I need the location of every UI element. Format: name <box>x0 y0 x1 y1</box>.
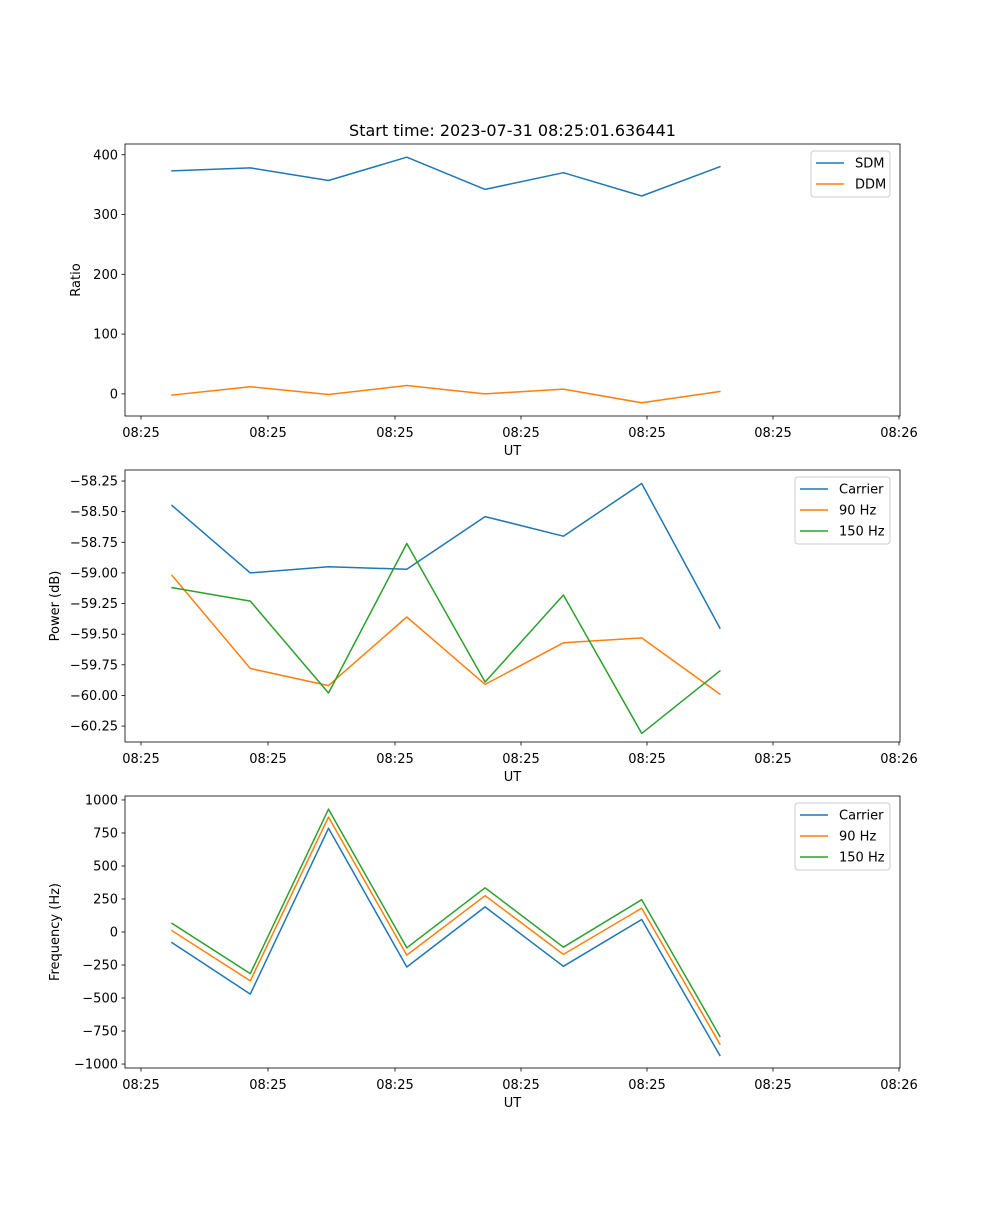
x-axis-label: UT <box>504 770 522 785</box>
legend-entry: 150 Hz <box>839 525 885 540</box>
y-tick-label: −60.00 <box>70 689 118 704</box>
x-tick-label: 08:25 <box>376 426 413 441</box>
y-tick-label: −58.50 <box>70 505 118 520</box>
x-tick-label: 08:26 <box>880 426 917 441</box>
series-line-90-hz <box>170 574 721 696</box>
y-tick-label: −60.25 <box>70 720 118 735</box>
y-tick-label: 300 <box>93 208 118 223</box>
series-line-150-hz <box>171 542 721 735</box>
x-tick-label: 08:25 <box>502 752 539 767</box>
series-line-sdm <box>171 156 721 197</box>
y-tick-label: 0 <box>110 387 118 402</box>
y-tick-label: −58.75 <box>70 536 118 551</box>
x-tick-label: 08:25 <box>502 1078 539 1093</box>
y-tick-label: −500 <box>82 992 118 1007</box>
x-tick-label: 08:25 <box>502 426 539 441</box>
y-tick-label: −58.25 <box>70 475 118 490</box>
y-tick-label: 250 <box>93 892 118 907</box>
x-tick-label: 08:25 <box>249 426 286 441</box>
series-line-90-hz <box>170 816 721 1046</box>
plot-frame <box>124 469 901 743</box>
series-line-carrier <box>170 482 721 630</box>
y-tick-label: −1000 <box>74 1058 118 1073</box>
chart-title: Start time: 2023-07-31 08:25:01.636441 <box>349 121 676 140</box>
y-tick-label: −750 <box>82 1025 118 1040</box>
y-axis-label: Ratio <box>69 263 84 296</box>
y-tick-label: −59.00 <box>70 566 118 581</box>
legend-entry: 90 Hz <box>839 830 876 845</box>
legend-entry: 150 Hz <box>839 851 885 866</box>
x-axis-label: UT <box>504 1096 522 1111</box>
y-tick-label: 400 <box>93 148 118 163</box>
y-tick-label: 200 <box>93 268 118 283</box>
chart-panel-3: −1000 −750 −500 −250 0 250 500 750 1000 08:25 08:2… <box>48 793 918 1111</box>
x-tick-label: 08:25 <box>628 752 665 767</box>
series-line-ddm <box>171 384 721 404</box>
x-tick-label: 08:25 <box>249 1078 286 1093</box>
x-tick-label: 08:25 <box>754 1078 791 1093</box>
chart-panel-2: −60.25 −60.00 −59.75 −59.50 −59.25 −59.00 −58.… <box>48 469 918 785</box>
x-tick-label: 08:25 <box>376 752 413 767</box>
y-tick-label: −59.25 <box>70 597 118 612</box>
y-tick-label: 1000 <box>85 793 118 808</box>
x-tick-label: 08:25 <box>628 1078 665 1093</box>
legend-entry: Carrier <box>839 809 884 824</box>
y-tick-label: 100 <box>93 328 118 343</box>
y-axis-label: Frequency (Hz) <box>48 883 63 981</box>
y-tick-label: 0 <box>110 926 118 941</box>
x-tick-label: 08:25 <box>122 426 159 441</box>
y-tick-label: −250 <box>82 959 118 974</box>
x-tick-label: 08:25 <box>754 752 791 767</box>
legend-box <box>794 476 891 545</box>
x-axis-label: UT <box>504 444 522 459</box>
legend: SDM DDM <box>810 150 891 198</box>
x-tick-label: 08:25 <box>122 1078 159 1093</box>
x-tick-label: 08:26 <box>880 752 917 767</box>
y-axis-label: Power (dB) <box>48 571 63 642</box>
y-tick-label: 750 <box>93 826 118 841</box>
chart-panel-1: 0 100 200 300 400 08:25 08:25 08:25 08:25 08:25 08… <box>69 143 918 459</box>
legend-entry: DDM <box>855 178 886 193</box>
y-tick-label: −59.50 <box>70 628 118 643</box>
series-line-150-hz <box>170 808 721 1038</box>
x-tick-label: 08:26 <box>880 1078 917 1093</box>
x-tick-label: 08:25 <box>376 1078 413 1093</box>
series-line-carrier <box>170 827 721 1057</box>
x-tick-label: 08:25 <box>628 426 665 441</box>
legend-box <box>794 802 891 871</box>
legend-entry: 90 Hz <box>839 504 876 519</box>
legend-entry: SDM <box>855 157 884 172</box>
plot-frame <box>124 143 901 417</box>
x-tick-label: 08:25 <box>754 426 791 441</box>
legend-entry: Carrier <box>839 483 884 498</box>
x-tick-label: 08:25 <box>249 752 286 767</box>
legend: Carrier 90 Hz 150 Hz <box>794 802 891 871</box>
x-tick-label: 08:25 <box>122 752 159 767</box>
plot-frame <box>124 795 901 1069</box>
y-tick-label: −59.75 <box>70 658 118 673</box>
legend: Carrier 90 Hz 150 Hz <box>794 476 891 545</box>
y-tick-label: 500 <box>93 859 118 874</box>
